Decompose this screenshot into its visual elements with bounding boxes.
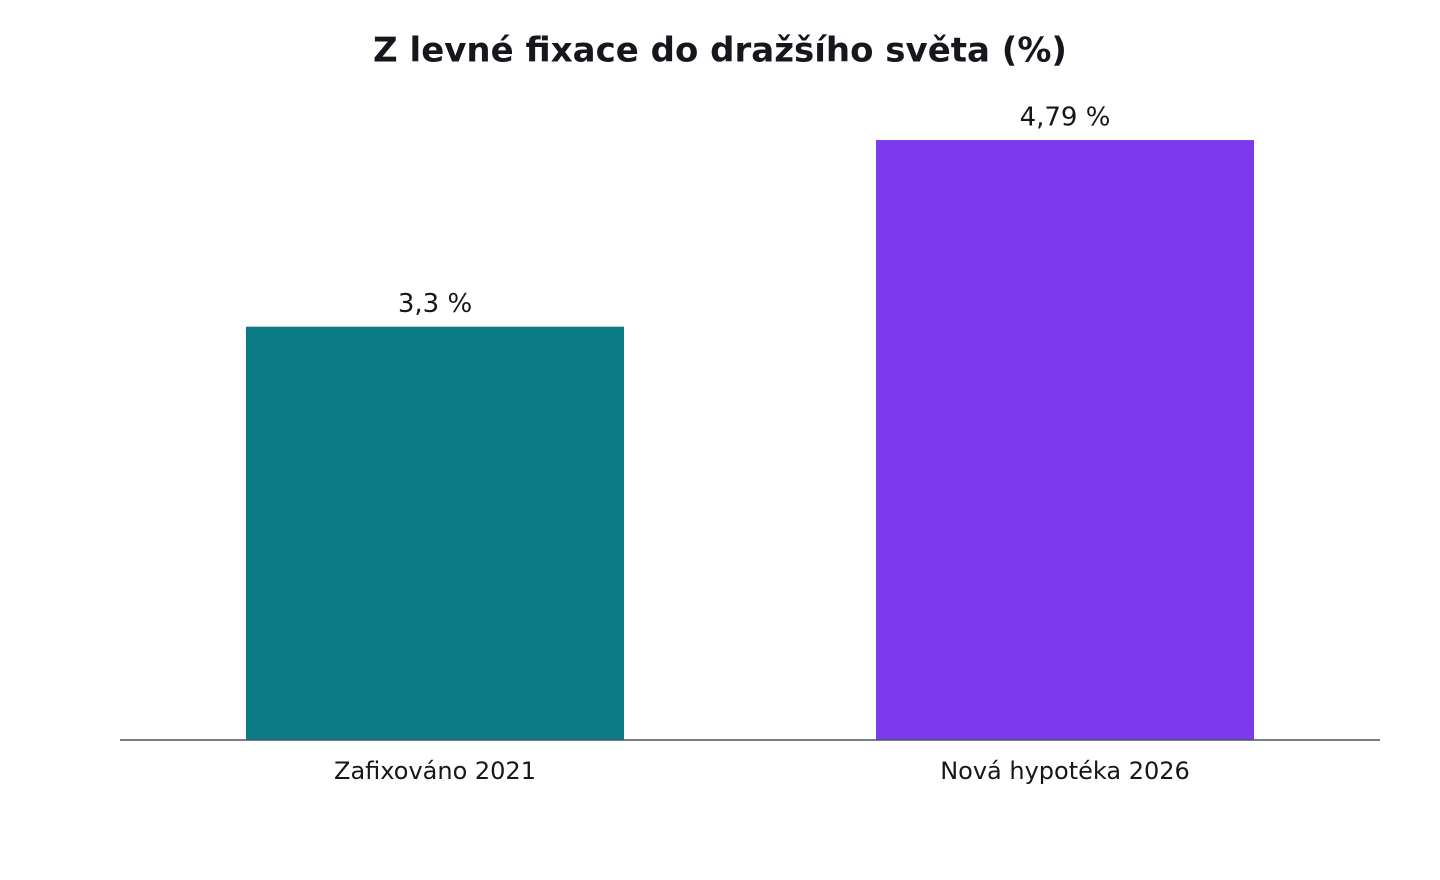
value-label: 4,79 %	[1020, 103, 1111, 133]
bar	[246, 326, 624, 740]
chart-title: Z levné fixace do dražšího světa (%)	[373, 31, 1067, 71]
bar	[876, 140, 1254, 741]
x-tick-label: Nová hypotéka 2026	[940, 757, 1190, 785]
x-tick-label: Zafixováno 2021	[334, 757, 536, 785]
value-label: 3,3 %	[398, 289, 472, 319]
